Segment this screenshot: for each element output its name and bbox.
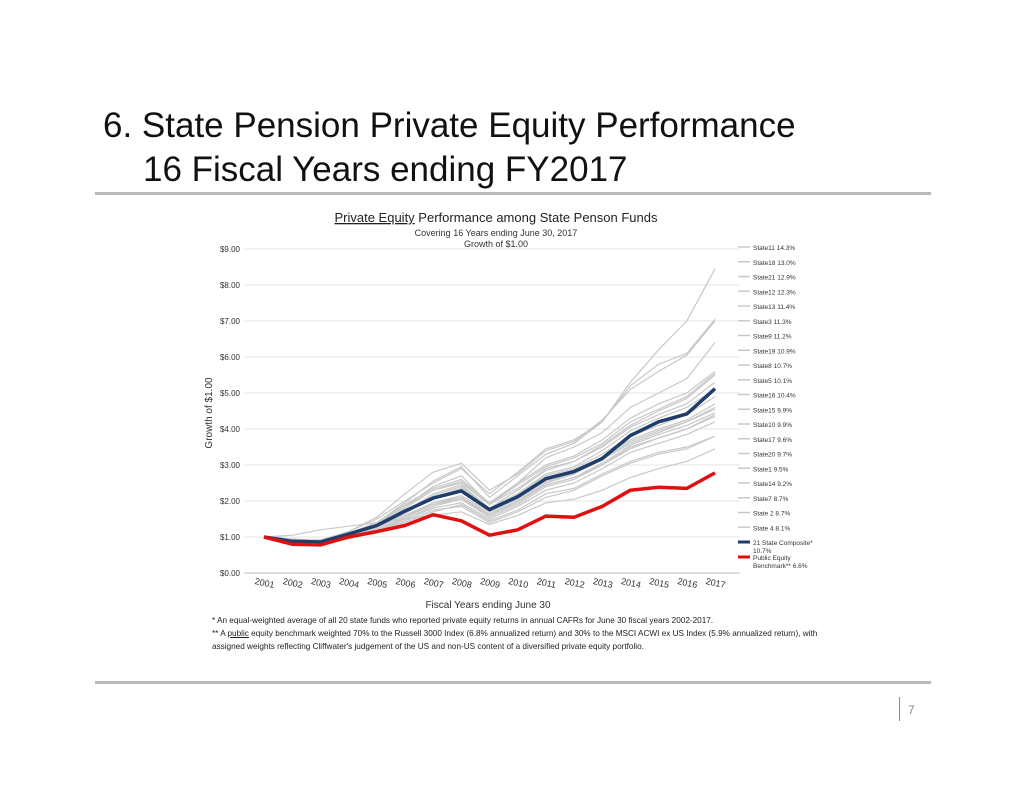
x-tick-label: 2007 xyxy=(423,576,445,590)
legend-item: State14 9.2% xyxy=(753,481,792,488)
top-divider xyxy=(95,192,931,195)
legend-item: State19 10.9% xyxy=(753,348,796,355)
x-tick-label: 2002 xyxy=(282,576,304,590)
legend-item: State8 10.7% xyxy=(753,363,792,370)
line-chart: Private Equity Performance among State P… xyxy=(204,210,813,611)
legend-item: State3 11.3% xyxy=(753,319,792,326)
footnotes: * An equal-weighted average of all 20 st… xyxy=(212,614,832,653)
series-line-state11-14-3 xyxy=(263,268,716,542)
series-line-state21-12-9 xyxy=(263,320,716,542)
x-tick-label: 2016 xyxy=(677,576,699,590)
x-tick-label: 2017 xyxy=(705,576,727,590)
legend-item: State12 12.3% xyxy=(753,289,796,296)
legend-item: State10 9.9% xyxy=(753,422,792,429)
slide-title: 6. State Pension Private Equity Performa… xyxy=(103,104,796,192)
x-tick-label: 2006 xyxy=(395,576,417,590)
slide-title-line-1: 6. State Pension Private Equity Performa… xyxy=(103,106,796,145)
legend-item: State11 14.3% xyxy=(753,245,795,252)
x-tick-label: 2013 xyxy=(592,576,614,590)
legend-item: State15 9.9% xyxy=(753,407,792,414)
legend-item: State16 10.4% xyxy=(753,393,796,400)
x-tick-label: 2001 xyxy=(254,576,276,590)
chart-subtitle: Covering 16 Years ending June 30, 2017 xyxy=(415,228,578,238)
chart-subtitle-2: Growth of $1.00 xyxy=(464,239,528,249)
y-tick-label: $0.00 xyxy=(220,569,241,578)
x-tick-label: 2011 xyxy=(536,576,557,590)
y-tick-label: $3.00 xyxy=(220,461,241,470)
footnote-weights: assigned weights reflecting Cliffwater's… xyxy=(212,642,644,651)
x-tick-label: 2010 xyxy=(507,576,529,590)
y-tick-label: $2.00 xyxy=(220,497,241,506)
legend-item: State7 8.7% xyxy=(753,496,789,503)
legend-item: State 2 8.7% xyxy=(753,511,790,518)
x-tick-label: 2005 xyxy=(367,576,389,590)
y-tick-label: $8.00 xyxy=(220,281,241,290)
y-tick-label: $9.00 xyxy=(220,245,241,254)
x-tick-label: 2009 xyxy=(479,576,501,590)
legend-item: State1 9.5% xyxy=(753,466,789,473)
chart-title: Private Equity Performance among State P… xyxy=(334,210,658,225)
x-tick-label: 2014 xyxy=(620,576,642,590)
y-tick-label: $6.00 xyxy=(220,353,241,362)
series-line-21-state-composite-10-7 xyxy=(263,387,717,544)
x-tick-label: 2015 xyxy=(648,576,670,590)
legend-item: State9 11.2% xyxy=(753,334,792,341)
series-line-state-4-8-1 xyxy=(263,448,716,538)
x-tick-label: 2012 xyxy=(564,576,586,590)
legend-item: Public Equity Benchmark** 6.6% xyxy=(753,555,808,570)
series-line-public-equity-benchmark-6-6 xyxy=(263,471,716,547)
page-number-divider xyxy=(899,697,900,721)
y-tick-label: $5.00 xyxy=(220,389,241,398)
x-axis-label: Fiscal Years ending June 30 xyxy=(425,600,551,611)
slide-title-line-2: 16 Fiscal Years ending FY2017 xyxy=(143,150,628,189)
legend-item: State5 10.1% xyxy=(753,378,792,385)
legend-item: 21 State Composite* 10.7% xyxy=(753,540,813,555)
legend-item: State13 11.4% xyxy=(753,304,795,311)
footnote-composite: * An equal-weighted average of all 20 st… xyxy=(212,616,714,625)
bottom-divider xyxy=(95,681,931,684)
footnote-benchmark: ** A public equity benchmark weighted 70… xyxy=(212,629,818,638)
legend-item: State17 9.6% xyxy=(753,437,792,444)
y-tick-label: $4.00 xyxy=(220,425,241,434)
legend-item: State21 12.9% xyxy=(753,275,796,282)
legend-item: State20 9.7% xyxy=(753,452,792,459)
x-tick-label: 2003 xyxy=(310,576,332,590)
x-tick-label: 2004 xyxy=(338,576,360,590)
page-number: 7 xyxy=(908,703,915,717)
x-tick-label: 2008 xyxy=(451,576,473,590)
legend-item: State18 13.0% xyxy=(753,260,796,267)
y-tick-label: $7.00 xyxy=(220,317,241,326)
y-tick-label: $1.00 xyxy=(220,533,241,542)
y-axis-label: Growth of $1.00 xyxy=(204,377,215,449)
legend-item: State 4 8.1% xyxy=(753,525,790,532)
